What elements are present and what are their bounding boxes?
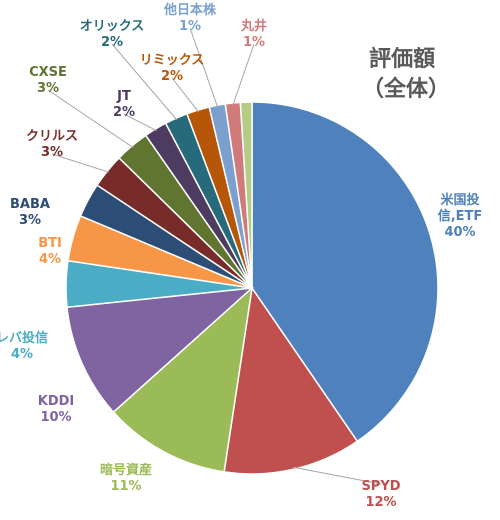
- slice-name: リミックス: [140, 53, 205, 68]
- slice-name: レバ投信: [0, 330, 48, 346]
- pie-slice: [251, 101, 439, 443]
- leader-line: [51, 153, 110, 173]
- slice-name: 米国投: [440, 192, 479, 208]
- slice-label: レバ投信 4%: [0, 330, 48, 362]
- chart-title-line-2: （全体）: [362, 76, 450, 102]
- slice-percent: 4%: [39, 252, 61, 267]
- slice-label: JT 2%: [113, 89, 135, 120]
- slice-percent: 10%: [40, 410, 71, 425]
- slice-name: 丸井: [240, 18, 267, 34]
- slice-label: クリルス 3%: [26, 129, 78, 160]
- slice-name: CXSE: [29, 65, 67, 80]
- slice-name: 信,ETF: [438, 208, 483, 224]
- slice-name: BABA: [10, 197, 50, 212]
- slice-percent: 4%: [11, 347, 33, 362]
- slice-name: JT: [116, 89, 131, 104]
- slice-label: オリックス 2%: [80, 19, 145, 50]
- leader-line: [47, 89, 134, 148]
- pie-slice: [223, 286, 359, 475]
- slice-percent: 12%: [365, 495, 396, 510]
- slice-label: 米国投信,ETF 40%: [438, 192, 483, 240]
- pie-slice: [112, 286, 254, 473]
- slice-name: BTI: [38, 236, 62, 251]
- chart-title: 評価額 （全体）: [362, 46, 450, 102]
- chart-title-line-1: 評価額: [369, 46, 435, 72]
- slice-percent: 3%: [37, 81, 59, 96]
- slice-percent: 2%: [101, 35, 123, 50]
- slice-percent: 2%: [113, 105, 135, 120]
- leader-lines: [47, 27, 382, 485]
- slice-name: SPYD: [361, 479, 400, 494]
- leader-line: [232, 43, 255, 106]
- leader-line: [171, 77, 199, 113]
- leader-line: [123, 113, 157, 132]
- slice-labels: 米国投信,ETF 40%SPYD 12%暗号資産 11%KDDI 10%レバ投信 4%BT…: [0, 2, 482, 510]
- slice-percent: 2%: [161, 69, 183, 84]
- slice-percent: 3%: [19, 213, 41, 228]
- leader-line: [111, 43, 178, 121]
- slice-name: オリックス: [80, 19, 145, 34]
- slice-name: 暗号資産: [100, 462, 152, 478]
- slice-percent: 40%: [444, 225, 475, 240]
- slice-label: BTI 4%: [38, 236, 62, 267]
- slice-name: KDDI: [38, 394, 75, 409]
- slice-percent: 11%: [110, 479, 141, 494]
- pie-slice: [66, 287, 255, 414]
- slice-label: BABA 3%: [10, 197, 50, 228]
- leader-line: [293, 466, 382, 485]
- slice-label: リミックス 2%: [140, 53, 205, 84]
- slice-label: 暗号資産 11%: [100, 462, 152, 494]
- slice-percent: 1%: [179, 19, 201, 34]
- slice-percent: 1%: [243, 35, 265, 50]
- slice-label: SPYD 12%: [361, 479, 400, 510]
- slice-label: CXSE 3%: [29, 65, 67, 96]
- slice-label: 他日本株 1%: [163, 2, 217, 34]
- leader-line: [189, 27, 219, 108]
- slice-label: KDDI 10%: [38, 394, 75, 425]
- slice-name: 他日本株: [163, 2, 217, 18]
- slice-percent: 3%: [41, 145, 63, 160]
- slice-label: 丸井 1%: [240, 18, 267, 50]
- pie-slice: [239, 101, 253, 289]
- slice-name: クリルス: [26, 129, 78, 144]
- pie-slices: [65, 101, 439, 475]
